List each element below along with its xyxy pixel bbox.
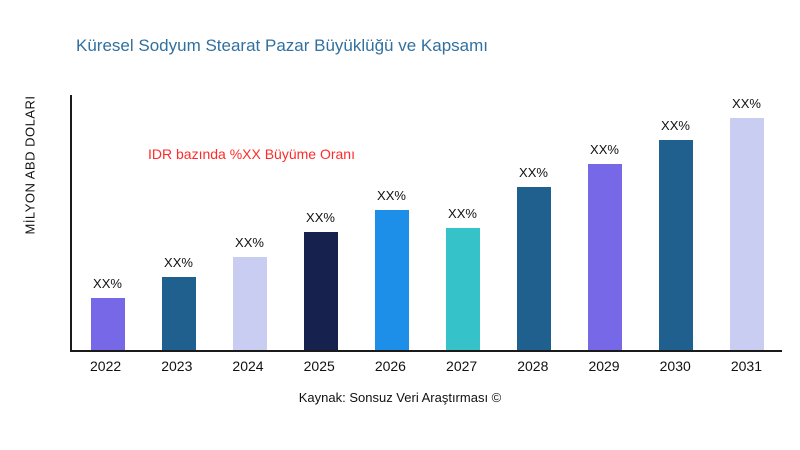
bar-2023 [161,277,196,350]
bar-2028 [516,187,551,350]
bar-value-label-2023: XX% [164,255,193,270]
bar-column-2030: XX% [640,118,711,350]
bar-column-2028: XX% [498,165,569,350]
x-axis-label-2022: 2022 [90,358,122,374]
x-axis-label-2023: 2023 [161,358,193,374]
bar-column-2023: XX% [143,255,214,350]
x-axis-label-2031: 2031 [730,358,762,374]
bar-2025 [303,232,338,350]
bar-2029 [587,164,622,350]
bar-column-2027: XX% [427,206,498,350]
chart-title: Küresel Sodyum Stearat Pazar Büyüklüğü v… [76,36,488,55]
x-axis-label-2025: 2025 [303,358,335,374]
source-caption: Kaynak: Sonsuz Veri Araştırması © [298,390,502,405]
bar-value-label-2030: XX% [661,118,690,133]
x-axis-labels: 2022 2023 2024 2025 2026 2027 2028 2029 2030 2031 [70,358,782,374]
bar-value-label-2027: XX% [448,206,477,221]
bar-2022 [90,298,125,350]
bar-value-label-2028: XX% [519,165,548,180]
bar-value-label-2024: XX% [235,235,264,250]
plot-area: XX% XX% XX% XX% XX% XX% XX% XX% XX% XX% [70,95,782,352]
bar-column-2024: XX% [214,235,285,350]
x-axis-label-2030: 2030 [659,358,691,374]
y-axis-label: MİLYON ABD DOLARI [22,95,38,235]
bars-group: XX% XX% XX% XX% XX% XX% XX% XX% XX% XX% [72,95,782,350]
bar-column-2022: XX% [72,276,143,350]
bar-value-label-2022: XX% [93,276,122,291]
bar-value-label-2029: XX% [590,142,619,157]
x-axis-label-2024: 2024 [232,358,264,374]
bar-2030 [658,140,693,350]
bar-column-2029: XX% [569,142,640,350]
bar-column-2031: XX% [711,96,782,350]
growth-rate-annotation: IDR bazında %XX Büyüme Oranı [148,146,355,162]
bar-2027 [445,228,480,350]
x-axis-label-2029: 2029 [588,358,620,374]
x-axis-label-2027: 2027 [446,358,478,374]
bar-value-label-2025: XX% [306,210,335,225]
x-axis-label-2026: 2026 [374,358,406,374]
bar-value-label-2031: XX% [732,96,761,111]
bar-2026 [374,210,409,350]
bar-2031 [729,118,764,350]
bar-2024 [232,257,267,350]
bar-column-2025: XX% [285,210,356,350]
bar-value-label-2026: XX% [377,188,406,203]
x-axis-label-2028: 2028 [517,358,549,374]
bar-column-2026: XX% [356,188,427,350]
